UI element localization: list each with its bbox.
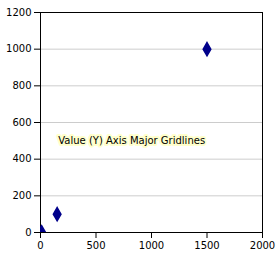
svg-text:1500: 1500 xyxy=(194,240,219,251)
svg-text:1200: 1200 xyxy=(6,7,31,18)
svg-text:0: 0 xyxy=(37,240,43,251)
svg-text:1000: 1000 xyxy=(6,43,31,54)
svg-text:400: 400 xyxy=(12,153,31,164)
svg-text:0: 0 xyxy=(25,227,31,238)
svg-text:500: 500 xyxy=(86,240,105,251)
svg-text:600: 600 xyxy=(12,117,31,128)
svg-text:Value (Y) Axis Major Gridlines: Value (Y) Axis Major Gridlines xyxy=(58,135,205,146)
svg-text:800: 800 xyxy=(12,80,31,91)
svg-text:200: 200 xyxy=(12,190,31,201)
svg-text:1000: 1000 xyxy=(139,240,164,251)
svg-text:2000: 2000 xyxy=(250,240,275,251)
